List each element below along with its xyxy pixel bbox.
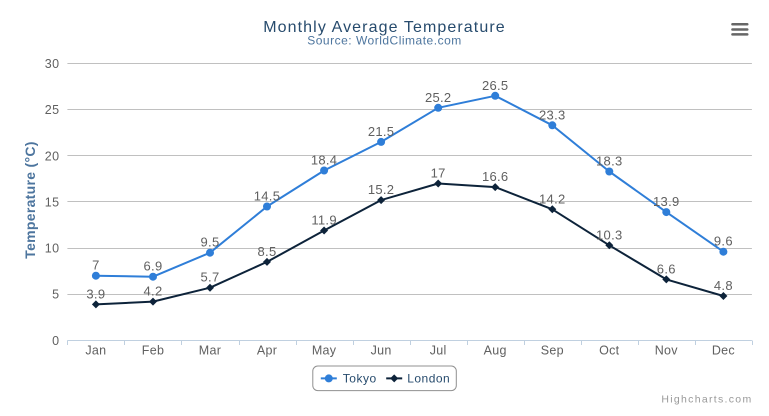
svg-text:5.7: 5.7 [201,270,220,285]
svg-text:18.3: 18.3 [596,154,623,169]
svg-text:5: 5 [52,288,59,302]
svg-text:9.6: 9.6 [714,234,733,249]
svg-text:Jan: Jan [85,344,106,358]
svg-text:Nov: Nov [655,344,679,358]
svg-text:Feb: Feb [142,344,164,358]
svg-text:20: 20 [45,149,60,163]
svg-text:4.8: 4.8 [714,278,733,293]
svg-text:Monthly Average Temperature: Monthly Average Temperature [263,19,506,36]
svg-text:Aug: Aug [484,344,507,358]
svg-text:6.6: 6.6 [657,261,676,276]
svg-text:18.4: 18.4 [311,153,338,168]
svg-text:10.3: 10.3 [596,227,623,242]
svg-text:15.2: 15.2 [368,182,395,197]
svg-text:25.2: 25.2 [425,90,452,105]
svg-text:14.2: 14.2 [539,191,566,206]
svg-text:16.6: 16.6 [482,169,509,184]
svg-text:21.5: 21.5 [368,124,395,139]
svg-text:Temperature (°C): Temperature (°C) [22,141,38,259]
svg-text:11.9: 11.9 [311,213,337,228]
svg-text:23.3: 23.3 [539,107,566,122]
svg-text:8.5: 8.5 [258,244,277,259]
svg-text:15: 15 [45,195,60,209]
svg-text:Jul: Jul [430,344,447,358]
svg-text:3.9: 3.9 [86,286,105,301]
svg-text:Mar: Mar [199,344,221,358]
svg-text:9.5: 9.5 [201,235,220,250]
svg-text:Oct: Oct [599,344,620,358]
svg-text:10: 10 [45,242,60,256]
svg-text:25: 25 [45,103,60,117]
svg-text:Dec: Dec [712,344,735,358]
svg-text:London: London [407,372,450,386]
svg-text:0: 0 [52,334,59,348]
svg-text:Highcharts.com: Highcharts.com [661,394,752,406]
svg-text:Jun: Jun [371,344,392,358]
svg-text:14.5: 14.5 [254,189,281,204]
svg-text:6.9: 6.9 [144,259,163,274]
svg-text:13.9: 13.9 [653,194,680,209]
svg-text:Source: WorldClimate.com: Source: WorldClimate.com [307,34,462,48]
svg-text:7: 7 [92,258,100,273]
svg-text:May: May [312,344,337,358]
svg-text:30: 30 [45,57,60,71]
svg-text:17: 17 [431,166,446,181]
svg-text:26.5: 26.5 [482,78,509,93]
svg-text:Sep: Sep [541,344,564,358]
svg-text:Tokyo: Tokyo [343,372,377,386]
svg-text:Apr: Apr [257,344,277,358]
svg-text:4.2: 4.2 [144,284,163,299]
